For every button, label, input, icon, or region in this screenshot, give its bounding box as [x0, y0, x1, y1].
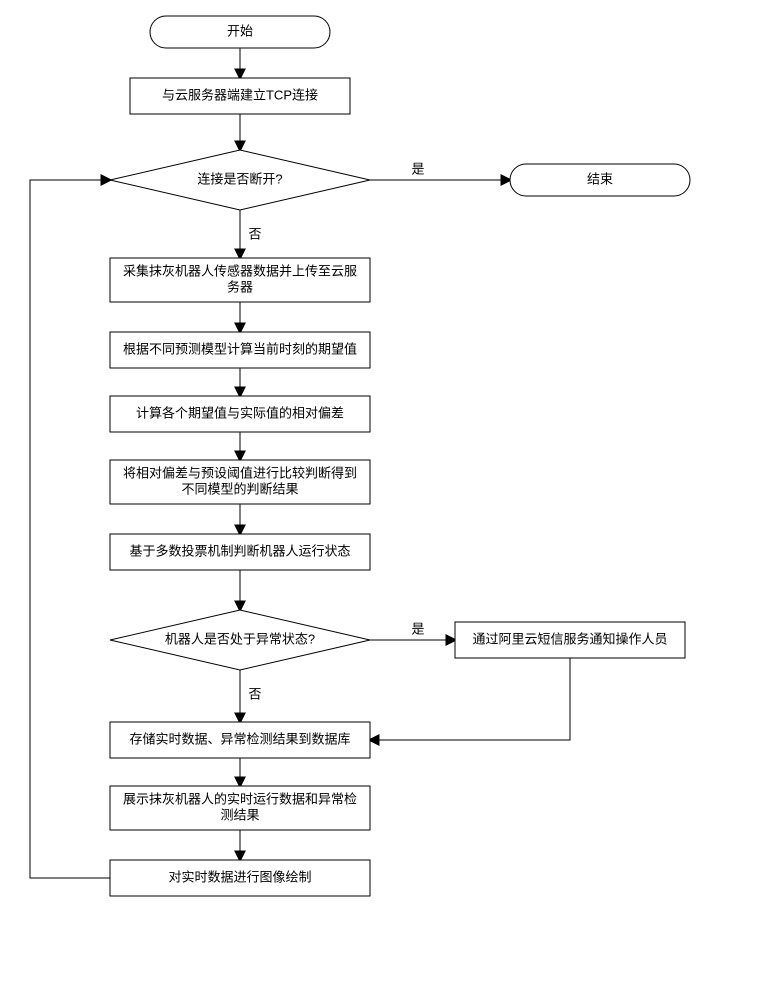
node-tcp: 与云服务器端建立TCP连接 — [130, 78, 350, 114]
node-label: 基于多数投票机制判断机器人运行状态 — [129, 543, 350, 558]
node-label: 与云服务器端建立TCP连接 — [162, 87, 318, 102]
node-calc_dev: 计算各个期望值与实际值的相对偏差 — [110, 396, 370, 432]
node-vote: 基于多数投票机制判断机器人运行状态 — [110, 534, 370, 570]
node-abn_dec: 机器人是否处于异常状态? — [110, 610, 370, 670]
node-label: 开始 — [227, 23, 253, 38]
node-collect: 采集抹灰机器人传感器数据并上传至云服务器 — [110, 258, 370, 302]
node-label: 务器 — [227, 279, 253, 294]
node-end: 结束 — [510, 164, 690, 196]
node-label: 采集抹灰机器人传感器数据并上传至云服 — [123, 263, 357, 278]
edge-label: 否 — [248, 226, 261, 241]
edge — [370, 658, 570, 740]
node-label: 测结果 — [220, 807, 259, 822]
node-start: 开始 — [150, 16, 330, 48]
node-compare: 将相对偏差与预设阈值进行比较判断得到不同模型的判断结果 — [110, 460, 370, 504]
node-label: 通过阿里云短信服务通知操作人员 — [472, 631, 667, 646]
node-store: 存储实时数据、异常检测结果到数据库 — [110, 722, 370, 758]
node-conn_dec: 连接是否断开? — [110, 150, 370, 210]
edge-label: 是 — [411, 161, 424, 176]
node-label: 将相对偏差与预设阈值进行比较判断得到 — [123, 465, 357, 480]
node-label: 根据不同预测模型计算当前时刻的期望值 — [123, 341, 357, 356]
node-label: 不同模型的判断结果 — [181, 481, 298, 496]
node-label: 展示抹灰机器人的实时运行数据和异常检 — [123, 791, 357, 806]
node-label: 结束 — [587, 171, 613, 186]
node-label: 计算各个期望值与实际值的相对偏差 — [136, 405, 344, 420]
edge-label: 是 — [411, 621, 424, 636]
node-label: 机器人是否处于异常状态? — [165, 631, 315, 646]
node-label: 存储实时数据、异常检测结果到数据库 — [129, 731, 350, 746]
node-display: 展示抹灰机器人的实时运行数据和异常检测结果 — [110, 786, 370, 830]
node-plot: 对实时数据进行图像绘制 — [110, 860, 370, 896]
node-label: 连接是否断开? — [197, 171, 282, 186]
flowchart: 是否是否开始与云服务器端建立TCP连接连接是否断开?结束采集抹灰机器人传感器数据… — [0, 0, 768, 1000]
node-predict: 根据不同预测模型计算当前时刻的期望值 — [110, 332, 370, 368]
edge-label: 否 — [248, 686, 261, 701]
node-sms: 通过阿里云短信服务通知操作人员 — [455, 622, 685, 658]
node-label: 对实时数据进行图像绘制 — [168, 869, 311, 884]
edge — [30, 180, 110, 878]
